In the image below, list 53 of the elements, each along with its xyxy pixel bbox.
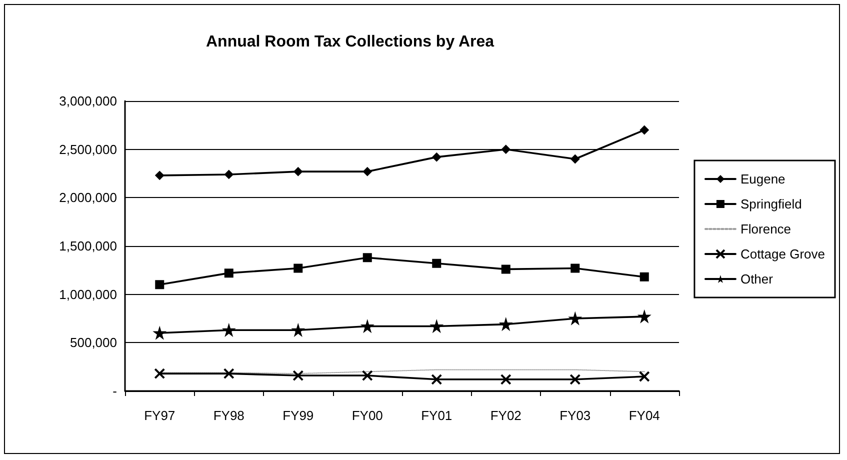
x-tick-label: FY00 [352, 408, 383, 423]
legend-label: Cottage Grove [740, 246, 826, 262]
chart-title: Annual Room Tax Collections by Area [206, 34, 494, 50]
legend-label: Springfield [740, 196, 802, 212]
point [500, 318, 512, 330]
point [155, 280, 164, 290]
point [501, 264, 510, 274]
x-tick-label: FY04 [628, 408, 660, 423]
point [569, 312, 582, 324]
y-tick-label: 1,500,000 [59, 238, 117, 254]
point [640, 272, 649, 282]
point [500, 374, 512, 385]
y-tick-label: 1,000,000 [59, 286, 117, 302]
point [224, 268, 234, 278]
legend-label: Florence [740, 222, 792, 236]
point [294, 167, 303, 176]
x-tick-label: FY01 [421, 408, 452, 423]
x-tick-label: FY03 [560, 408, 591, 423]
point [640, 126, 649, 134]
point [638, 371, 650, 382]
point [430, 320, 443, 332]
y-tick-label: 2,000,000 [59, 190, 117, 206]
x-tick-label: FY98 [213, 408, 244, 423]
point [361, 320, 374, 332]
point [638, 310, 650, 323]
point [155, 170, 164, 180]
point [224, 170, 234, 179]
point [362, 167, 372, 176]
point [294, 264, 303, 273]
x-tick-label: FY02 [490, 408, 522, 423]
legend-label: Eugene [740, 172, 786, 186]
point [570, 374, 581, 385]
y-tick-label: 500,000 [70, 335, 117, 350]
point [154, 368, 166, 380]
y-tick-label: - [112, 384, 117, 398]
point [570, 154, 580, 164]
point [432, 152, 442, 162]
point [222, 324, 235, 336]
y-tick-label: 3,000,000 [59, 94, 117, 108]
point [292, 370, 304, 382]
x-tick-label: FY97 [144, 408, 176, 423]
y-tick-label: 2,500,000 [59, 142, 117, 157]
point [432, 258, 442, 268]
point [362, 370, 373, 382]
point [570, 264, 580, 273]
x-tick-label: FY99 [282, 408, 314, 423]
point [362, 253, 372, 262]
point [292, 324, 304, 336]
point [431, 374, 442, 385]
point [223, 368, 234, 380]
legend-label: Other [740, 272, 774, 286]
point [501, 144, 510, 154]
point [154, 327, 166, 339]
